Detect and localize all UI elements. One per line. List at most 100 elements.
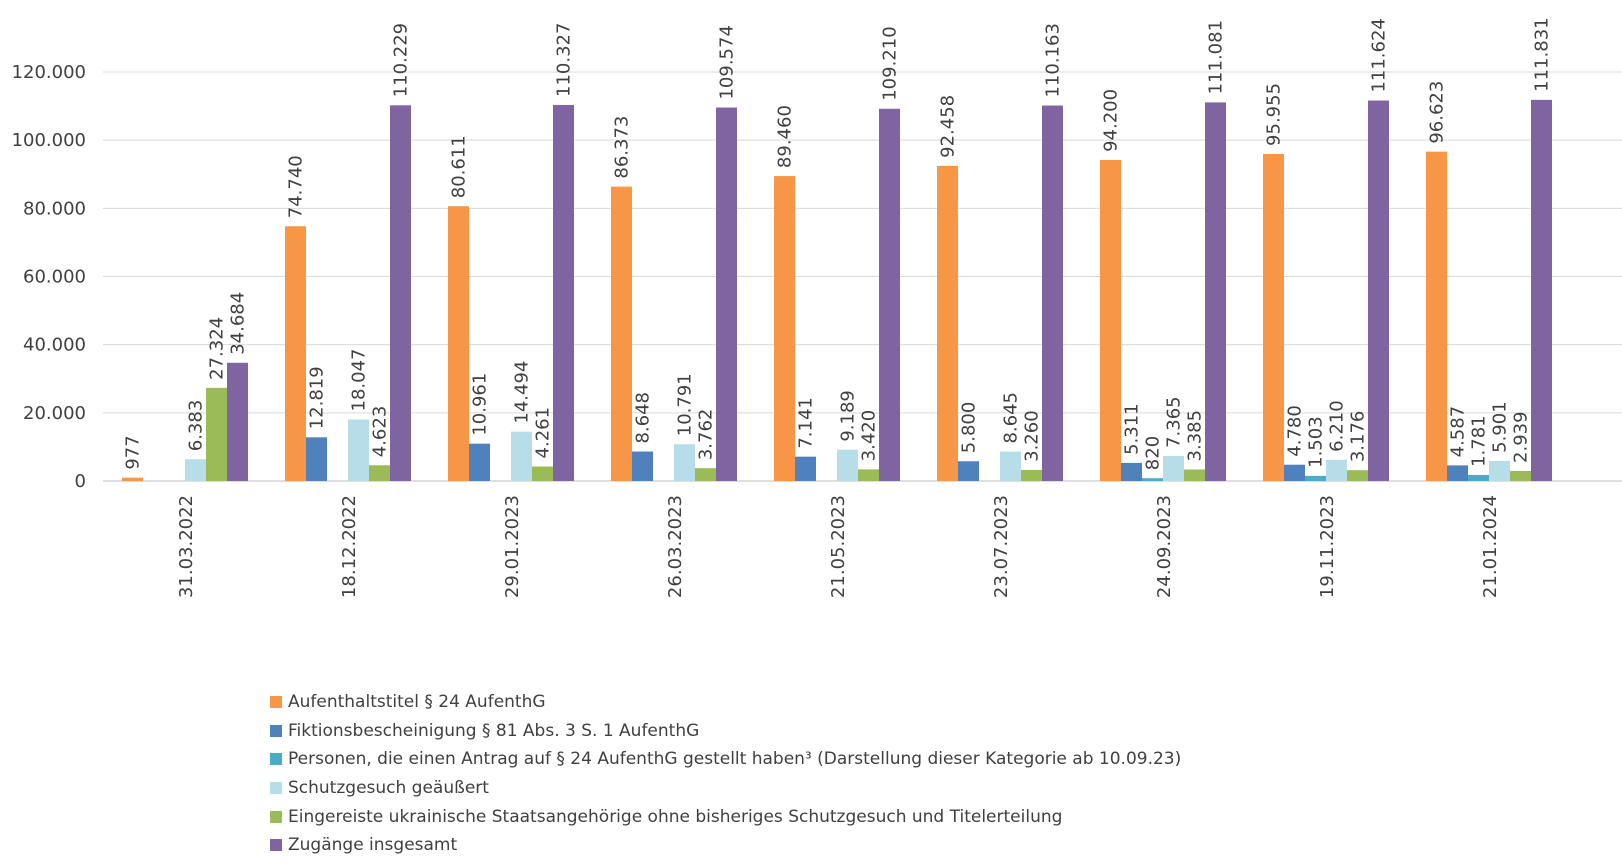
data-label: 8.648 — [633, 392, 654, 444]
bar — [1489, 460, 1510, 481]
bar — [1205, 102, 1226, 481]
bar — [1142, 478, 1163, 481]
bar — [1184, 469, 1205, 481]
data-label: 109.574 — [717, 25, 738, 99]
y-tick-label: 0 — [75, 471, 86, 492]
data-label: 86.373 — [612, 116, 633, 179]
bar — [1000, 451, 1021, 481]
data-label: 2.939 — [1511, 411, 1532, 463]
legend-item: Schutzgesuch geäußert — [270, 774, 1181, 803]
legend-item: Fiktionsbescheinigung § 81 Abs. 3 S. 1 A… — [270, 717, 1181, 746]
x-tick-label: 29.01.2023 — [502, 495, 523, 598]
y-tick-label: 100.000 — [12, 130, 86, 151]
x-tick-label: 19.11.2023 — [1317, 495, 1338, 598]
legend-label: Zugänge insgesamt — [288, 835, 458, 856]
data-label: 3.385 — [1185, 410, 1206, 462]
bar — [1100, 159, 1121, 481]
data-label: 92.458 — [938, 95, 959, 158]
gridlines — [103, 71, 1622, 482]
data-label: 94.200 — [1101, 89, 1122, 152]
legend-label: Fiktionsbescheinigung § 81 Abs. 3 S. 1 A… — [288, 720, 700, 741]
legend-swatch — [270, 724, 282, 737]
data-label: 4.261 — [533, 407, 554, 459]
data-label: 6.383 — [186, 400, 207, 452]
bar — [879, 108, 900, 482]
legend-swatch — [270, 753, 282, 766]
data-label: 4.780 — [1285, 405, 1306, 457]
legend-swatch — [270, 810, 282, 823]
data-label: 111.831 — [1532, 17, 1553, 91]
data-label: 7.365 — [1164, 396, 1185, 448]
y-tick-label: 120.000 — [12, 62, 86, 83]
y-tick-label: 20.000 — [23, 403, 86, 424]
bar — [532, 466, 553, 481]
legend-label: Eingereiste ukrainische Staatsangehörige… — [288, 806, 1063, 827]
bar — [837, 449, 858, 481]
data-label: 12.819 — [307, 366, 328, 429]
data-label: 6.210 — [1327, 400, 1348, 452]
x-tick-label: 21.05.2023 — [828, 495, 849, 598]
data-label: 89.460 — [775, 105, 796, 168]
bar — [674, 444, 695, 481]
y-tick-label: 40.000 — [23, 335, 86, 356]
legend-swatch — [270, 782, 282, 795]
bar — [306, 437, 327, 481]
data-label: 27.324 — [207, 317, 228, 380]
bar — [1347, 470, 1368, 481]
data-label: 5.311 — [1122, 403, 1143, 455]
data-label: 5.901 — [1490, 401, 1511, 453]
data-label: 95.955 — [1264, 83, 1285, 146]
legend-swatch — [270, 696, 282, 709]
legend: Aufenthaltstitel § 24 AufenthG Fiktionsbe… — [270, 688, 1181, 860]
bar — [1021, 469, 1042, 481]
bar — [958, 461, 979, 481]
legend-label: Schutzgesuch geäußert — [288, 778, 489, 799]
bar — [390, 105, 411, 481]
data-label: 8.645 — [1001, 392, 1022, 444]
data-label: 14.494 — [512, 361, 533, 424]
data-label: 111.624 — [1369, 18, 1390, 92]
data-label: 96.623 — [1427, 81, 1448, 144]
data-label: 74.740 — [286, 155, 307, 218]
data-label: 110.327 — [554, 23, 575, 97]
bar — [611, 186, 632, 481]
y-axis-tick-labels: 0 20.000 40.000 60.000 80.000 100.000 120.000 — [12, 62, 86, 492]
legend-swatch — [270, 839, 282, 852]
x-tick-label: 24.09.2023 — [1154, 495, 1175, 598]
bar — [285, 226, 306, 481]
bar — [937, 165, 958, 481]
data-label: 110.163 — [1043, 23, 1064, 97]
bar — [185, 459, 206, 481]
bar — [632, 451, 653, 481]
legend-label: Aufenthaltstitel § 24 AufenthG — [288, 692, 546, 713]
x-tick-label: 26.03.2023 — [665, 495, 686, 598]
legend-item: Personen, die einen Antrag auf § 24 Aufe… — [270, 745, 1181, 774]
bar — [206, 387, 227, 481]
bar — [695, 468, 716, 481]
x-tick-label: 21.01.2024 — [1480, 495, 1501, 598]
data-label: 1.781 — [1469, 415, 1490, 467]
y-tick-label: 60.000 — [23, 267, 86, 288]
data-label: 7.141 — [796, 397, 817, 449]
legend-item: Aufenthaltstitel § 24 AufenthG — [270, 688, 1181, 717]
data-label: 110.229 — [391, 23, 412, 97]
data-label: 18.047 — [349, 349, 370, 412]
bar — [1426, 151, 1447, 481]
legend-item: Zugänge insgesamt — [270, 831, 1181, 860]
data-label: 10.961 — [470, 373, 491, 436]
y-tick-label: 80.000 — [23, 198, 86, 219]
bars — [122, 99, 1552, 482]
data-label: 10.791 — [675, 373, 696, 436]
bar — [1447, 465, 1468, 481]
x-tick-label: 31.03.2022 — [176, 495, 197, 598]
data-label: 34.684 — [228, 292, 249, 355]
bar — [227, 362, 248, 481]
data-label: 820 — [1143, 436, 1164, 470]
bar — [1531, 99, 1552, 481]
bar — [858, 469, 879, 481]
bar — [1163, 455, 1184, 481]
data-label: 109.210 — [880, 26, 901, 100]
bar — [1284, 464, 1305, 481]
